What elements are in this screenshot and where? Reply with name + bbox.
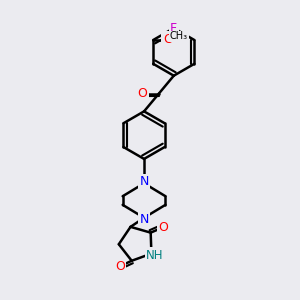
Text: NH: NH: [146, 249, 164, 262]
Text: O: O: [158, 221, 168, 234]
Text: N: N: [140, 175, 149, 188]
Text: CH₃: CH₃: [170, 32, 188, 41]
Text: O: O: [115, 260, 125, 273]
Text: N: N: [140, 213, 149, 226]
Text: O: O: [163, 33, 173, 46]
Text: F: F: [170, 22, 177, 34]
Text: O: O: [138, 87, 148, 100]
